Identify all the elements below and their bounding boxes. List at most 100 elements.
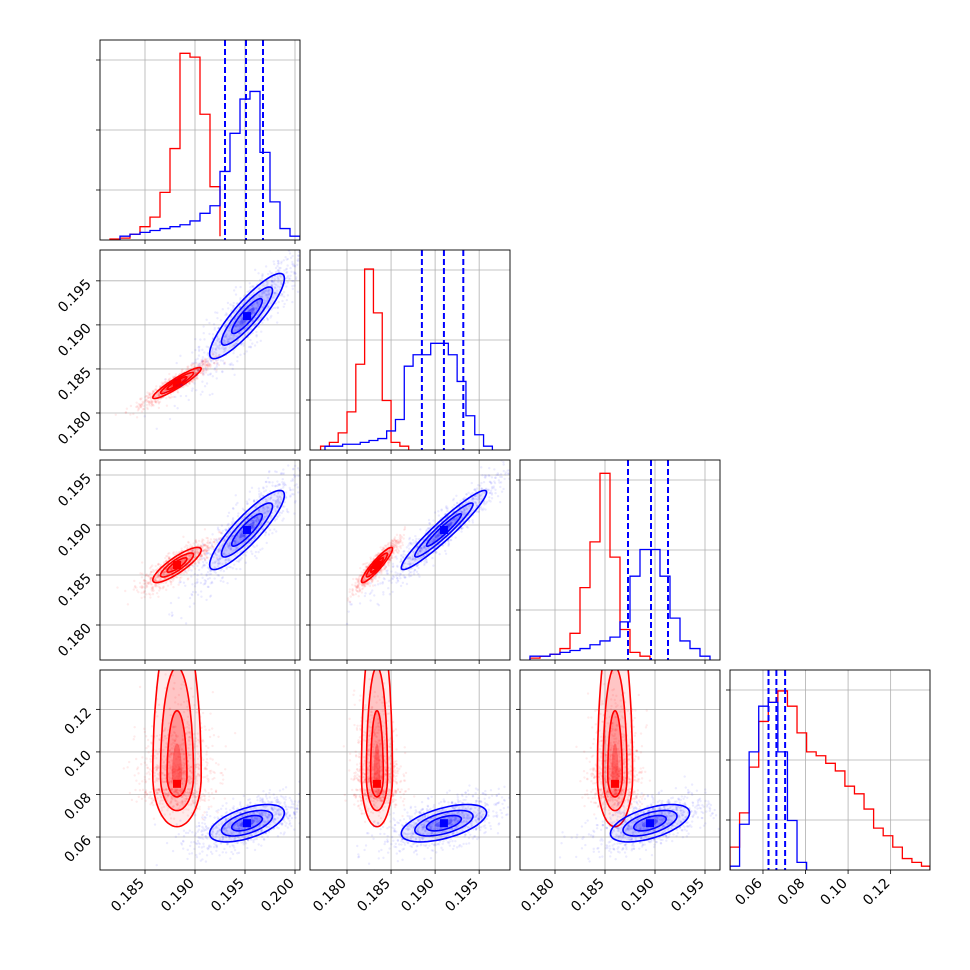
scatter-point [368,584,372,588]
scatter-point [241,324,244,327]
scatter-point [272,291,276,295]
scatter-point [436,534,439,537]
scatter-point [286,510,289,513]
scatter-point [247,309,251,313]
scatter-point [251,307,254,311]
scatter-point [398,533,402,537]
scatter-point [116,586,119,589]
scatter-point [267,288,271,292]
scatter-point [365,565,368,569]
scatter-point [409,541,412,544]
scatter-point [209,372,212,375]
scatter-point [280,511,283,515]
scatter-point [175,575,178,579]
scatter-point [194,548,197,551]
scatter-point [213,561,217,565]
scatter-point [433,538,436,541]
scatter-point [421,546,424,550]
scatter-point [394,541,398,544]
scatter-point [215,538,219,541]
scatter-point [207,373,210,377]
scatter-point [227,544,230,548]
scatter-point [411,562,415,565]
scatter-point [262,517,265,521]
scatter-point [204,579,208,583]
scatter-point [207,548,210,551]
scatter-point [173,404,176,408]
scatter-point [205,598,208,602]
scatter-point [196,549,200,552]
scatter-point [480,488,483,491]
scatter-point [498,500,502,504]
scatter-point [365,582,368,586]
scatter-point [146,581,150,584]
scatter-point [151,564,154,567]
scatter-point [239,533,242,536]
scatter-point [156,398,159,402]
scatter-point [251,319,255,323]
scatter-point [291,284,294,288]
scatter-point [215,339,219,342]
scatter-point [274,266,278,270]
scatter-point [178,581,181,584]
scatter-point [156,573,160,577]
scatter-point [200,554,204,558]
scatter-point [228,337,231,341]
scatter-point [234,342,238,345]
scatter-point [222,552,226,556]
scatter-point [202,332,205,335]
scatter-point [275,505,279,508]
scatter-point [223,552,226,556]
scatter-point [154,388,157,391]
scatter-point [223,362,226,366]
scatter-point [199,554,203,558]
scatter-point [393,538,397,542]
scatter-point [208,546,212,549]
scatter-point [397,548,400,551]
scatter-point [266,509,269,512]
scatter-point [213,328,216,331]
scatter-point [216,565,220,568]
scatter-point [235,503,238,506]
scatter-point [140,403,144,406]
scatter-point [449,523,453,526]
scatter-point [416,552,420,555]
scatter-point [273,528,276,531]
scatter-point [246,331,249,334]
scatter-point [176,390,179,394]
scatter-point [357,590,360,594]
scatter-point [187,365,190,368]
scatter-point [260,330,263,333]
scatter-point [213,361,216,365]
scatter-point [252,284,255,288]
scatter-point [371,580,374,583]
scatter-point [191,583,194,586]
scatter-point [222,350,226,354]
scatter-point [223,538,226,541]
scatter-point [150,586,153,590]
scatter-point [238,558,241,561]
scatter-point [277,300,280,304]
scatter-point [217,574,221,577]
scatter-point [408,563,412,566]
scatter-point [174,553,178,556]
scatter-point [148,393,152,396]
scatter-point [275,499,278,502]
scatter-point [197,368,200,372]
scatter-point [222,338,226,341]
scatter-point [276,480,279,483]
scatter-point [286,264,289,267]
scatter-point [147,582,150,585]
scatter-point [364,565,368,568]
scatter-point [183,558,186,561]
scatter-point [266,507,269,510]
scatter-point [259,295,263,299]
scatter-point [180,549,183,553]
scatter-point [149,577,152,581]
scatter-point [353,584,356,587]
scatter-point [200,364,203,368]
scatter-point [157,406,161,410]
scatter-point [390,577,393,580]
scatter-point [242,515,245,519]
scatter-point [201,576,204,580]
